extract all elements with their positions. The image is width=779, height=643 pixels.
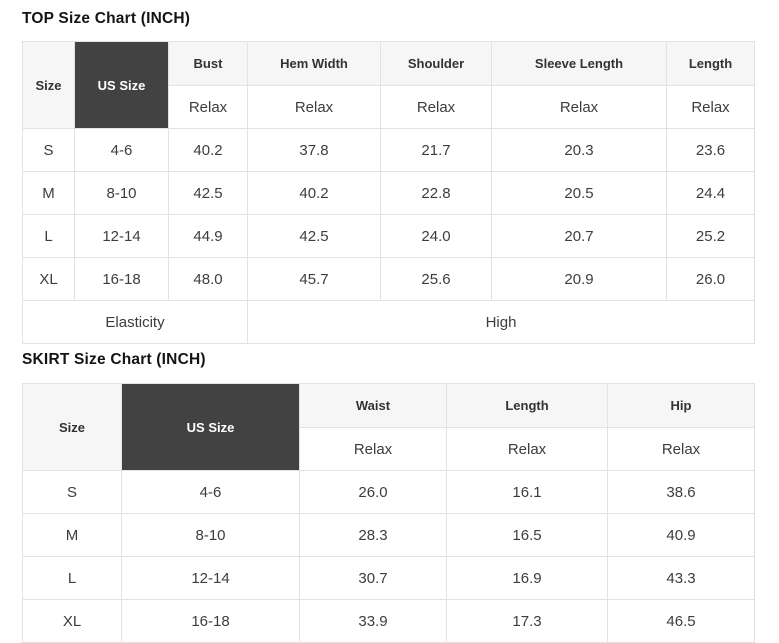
us-size-cell: 16-18	[121, 599, 300, 643]
measurement-cell: 37.8	[247, 128, 381, 172]
measurement-cell: 22.8	[380, 171, 492, 215]
size-row: M 8-10 28.3 16.5 40.9	[22, 513, 755, 557]
measurement-cell: 17.3	[446, 599, 608, 643]
us-size-cell: 16-18	[74, 257, 169, 301]
measure-column-header: Length	[446, 383, 608, 428]
elasticity-label-cell: Elasticity	[22, 300, 248, 344]
measure-column-header: Length	[666, 41, 755, 86]
measure-column-header: Hem Width	[247, 41, 381, 86]
size-row: S 4-6 26.0 16.1 38.6	[22, 470, 755, 514]
size-row: L 12-14 30.7 16.9 43.3	[22, 556, 755, 600]
measurement-cell: 25.6	[380, 257, 492, 301]
size-chart: Size US Size Bust Hem Width Shoulder Sleeve L…	[22, 41, 755, 344]
size-row: M 8-10 42.5 40.2 22.8 20.5 24.4	[22, 171, 755, 215]
skirt-size-chart-title: SKIRT Size Chart (INCH)	[22, 351, 206, 368]
us-size-cell: 8-10	[121, 513, 300, 557]
top-size-chart-title: TOP Size Chart (INCH)	[22, 10, 191, 27]
measurement-cell: 46.5	[607, 599, 755, 643]
measurement-cell: 40.2	[168, 128, 248, 172]
measurement-cell: 48.0	[168, 257, 248, 301]
measurement-cell: 33.9	[299, 599, 447, 643]
us-size-cell: 8-10	[74, 171, 169, 215]
us-size-cell: 12-14	[74, 214, 169, 258]
fit-cell: Relax	[607, 427, 755, 471]
us-size-column-header: US Size	[121, 383, 300, 471]
header-row: Size US Size Bust Hem Width Shoulder Sleeve L…	[22, 41, 755, 129]
size-cell: M	[22, 171, 75, 215]
us-size-column-header: US Size	[74, 41, 169, 129]
size-cell: S	[22, 128, 75, 172]
size-row: XL 16-18 48.0 45.7 25.6 20.9 26.0	[22, 257, 755, 301]
measurement-cell: 40.9	[607, 513, 755, 557]
elasticity-value-cell: High	[247, 300, 755, 344]
size-row: L 12-14 44.9 42.5 24.0 20.7 25.2	[22, 214, 755, 258]
measurement-cell: 38.6	[607, 470, 755, 514]
measurement-cell: 23.6	[666, 128, 755, 172]
header-row: Size US Size Waist Length Hip	[22, 383, 755, 471]
size-column-header: Size	[22, 41, 75, 129]
size-column-header: Size	[22, 383, 122, 471]
fit-cell: Relax	[380, 85, 492, 129]
size-cell: XL	[22, 599, 122, 643]
measurement-cell: 16.1	[446, 470, 608, 514]
fit-cell: Relax	[299, 427, 447, 471]
measurement-cell: 20.3	[491, 128, 667, 172]
size-chart: Size US Size Waist Length Hip Relax Relax Relax…	[22, 383, 755, 643]
size-row: XL 16-18 33.9 17.3 46.5	[22, 599, 755, 643]
fit-cell: Relax	[168, 85, 248, 129]
size-cell: L	[22, 214, 75, 258]
measure-column-header: Sleeve Length	[491, 41, 667, 86]
measurement-cell: 20.7	[491, 214, 667, 258]
us-size-cell: 4-6	[121, 470, 300, 514]
measurement-cell: 42.5	[168, 171, 248, 215]
measure-column-header: Bust	[168, 41, 248, 86]
measure-column-header: Shoulder	[380, 41, 492, 86]
measure-column-header: Hip	[607, 383, 755, 428]
measurement-cell: 16.9	[446, 556, 608, 600]
measurement-cell: 24.0	[380, 214, 492, 258]
measurement-cell: 44.9	[168, 214, 248, 258]
us-size-cell: 12-14	[121, 556, 300, 600]
measurement-cell: 16.5	[446, 513, 608, 557]
measurement-cell: 30.7	[299, 556, 447, 600]
measurement-cell: 20.9	[491, 257, 667, 301]
fit-cell: Relax	[491, 85, 667, 129]
elasticity-row: Elasticity High	[22, 300, 755, 344]
measurement-cell: 42.5	[247, 214, 381, 258]
size-cell: M	[22, 513, 122, 557]
us-size-cell: 4-6	[74, 128, 169, 172]
measurement-cell: 26.0	[299, 470, 447, 514]
size-row: S 4-6 40.2 37.8 21.7 20.3 23.6	[22, 128, 755, 172]
size-cell: S	[22, 470, 122, 514]
fit-cell: Relax	[446, 427, 608, 471]
size-cell: XL	[22, 257, 75, 301]
measurement-cell: 25.2	[666, 214, 755, 258]
skirt-size-chart-table: Size US Size Waist Length Hip Relax Relax Relax…	[22, 383, 755, 643]
fit-row: Relax Relax Relax Relax Relax	[23, 85, 755, 129]
measurement-cell: 21.7	[380, 128, 492, 172]
measurement-cell: 45.7	[247, 257, 381, 301]
fit-cell: Relax	[666, 85, 755, 129]
measure-column-header: Waist	[299, 383, 447, 428]
fit-row: Relax Relax Relax	[23, 427, 755, 471]
top-size-chart-table: Size US Size Bust Hem Width Shoulder Sleeve L…	[22, 41, 755, 344]
measurement-cell: 26.0	[666, 257, 755, 301]
fit-cell: Relax	[247, 85, 381, 129]
size-cell: L	[22, 556, 122, 600]
measurement-cell: 28.3	[299, 513, 447, 557]
measurement-cell: 43.3	[607, 556, 755, 600]
measurement-cell: 40.2	[247, 171, 381, 215]
measurement-cell: 20.5	[491, 171, 667, 215]
measurement-cell: 24.4	[666, 171, 755, 215]
